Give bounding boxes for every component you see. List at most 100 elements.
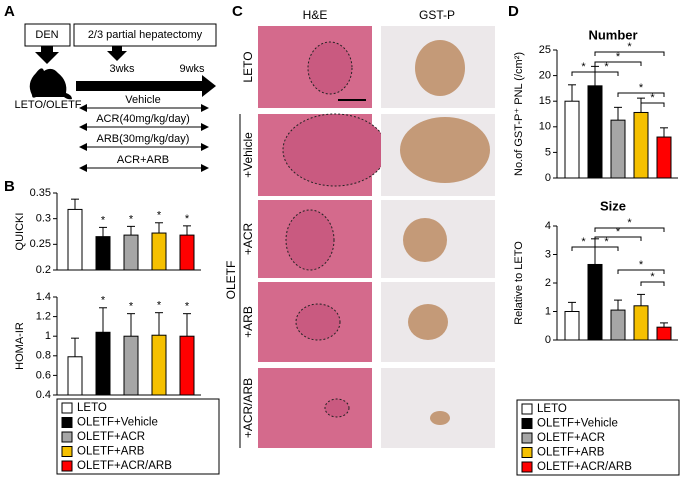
- legend-label: LETO: [77, 402, 107, 414]
- panel-letter: D: [508, 3, 519, 20]
- legend-swatch: [521, 432, 533, 444]
- significance-star: *: [129, 213, 134, 225]
- y-axis-label: HOMA-IR: [14, 322, 26, 370]
- legend-label: OLETF+ACR: [537, 432, 605, 444]
- significance-star: *: [581, 236, 586, 248]
- column-header: H&E: [303, 8, 328, 22]
- y-axis-label: Relative to LETO: [513, 241, 525, 325]
- legend-swatch: [61, 431, 73, 443]
- animals-label: LETO/OLETF: [14, 99, 81, 111]
- bar: [633, 111, 649, 179]
- y-tick-label: 10: [539, 121, 551, 133]
- legend-swatch: [521, 418, 533, 429]
- legend-swatch: [521, 447, 533, 458]
- gstp-focus: [400, 117, 490, 183]
- y-tick-label: 5: [545, 146, 551, 158]
- significance-star: *: [185, 213, 190, 225]
- significance-star: *: [101, 214, 106, 226]
- bar: [587, 263, 603, 341]
- row-label: LETO: [241, 51, 255, 82]
- row-label: +ACR/ARB: [241, 378, 255, 438]
- y-axis-label: No.of GST-P⁺ PNL (/cm²): [513, 52, 525, 176]
- nodule-outline: [285, 209, 335, 271]
- bar: [151, 232, 167, 271]
- bar: [151, 334, 167, 396]
- bar: [123, 335, 139, 396]
- bar: [67, 208, 83, 271]
- timeline-arrow: [76, 75, 216, 97]
- week-label: 3wks: [109, 63, 135, 75]
- treatment-label: ARB(30mg/kg/day): [97, 133, 190, 145]
- row-label: +Vehicle: [241, 132, 255, 178]
- bar: [564, 100, 580, 179]
- significance-bracket: [594, 61, 642, 66]
- legend-label: LETO: [537, 403, 567, 415]
- panel-letter: C: [232, 3, 243, 20]
- significance-star: *: [581, 61, 586, 73]
- gstp-focus: [415, 40, 465, 96]
- significance-star: *: [604, 61, 609, 73]
- significance-bracket: [617, 92, 665, 97]
- gstp-focus: [403, 218, 447, 262]
- significance-bracket: [640, 281, 665, 286]
- he-image: [258, 368, 372, 448]
- legend-swatch: [61, 460, 73, 472]
- legend-box: [516, 399, 680, 476]
- row-label: +ARB: [241, 306, 255, 338]
- treatment-label: ACR+ARB: [117, 154, 169, 166]
- y-tick-label: 0.8: [36, 350, 51, 362]
- significance-star: *: [639, 82, 644, 94]
- legend-label: OLETF+ACR/ARB: [77, 460, 172, 472]
- bar: [610, 119, 626, 179]
- surgery-label: 2/3 partial hepatectomy: [88, 29, 203, 41]
- significance-star: *: [616, 226, 621, 238]
- panel-letter: B: [4, 178, 15, 195]
- y-tick-label: 1.4: [36, 291, 51, 303]
- treatment-label: Vehicle: [125, 94, 160, 106]
- bar: [587, 85, 603, 179]
- y-tick-label: 3: [545, 248, 551, 260]
- y-tick-label: 0.2: [36, 264, 51, 276]
- bar: [564, 311, 580, 341]
- bar: [123, 234, 139, 271]
- y-tick-label: 0.3: [36, 213, 51, 225]
- legend-label: OLETF+ARB: [537, 447, 605, 459]
- significance-star: *: [627, 217, 632, 229]
- nodule-outline: [295, 303, 341, 341]
- legend-swatch: [521, 403, 533, 415]
- row-label: +ACR: [241, 222, 255, 255]
- bar: [656, 136, 672, 179]
- chart-title: Number: [588, 27, 637, 42]
- bar: [610, 309, 626, 341]
- gstp-image: [381, 368, 495, 448]
- legend-label: OLETF+Vehicle: [537, 418, 618, 430]
- legend-label: OLETF+ACR: [77, 431, 145, 443]
- significance-star: *: [639, 259, 644, 271]
- y-tick-label: 0: [545, 334, 551, 346]
- significance-bracket: [594, 71, 619, 76]
- significance-star: *: [650, 271, 655, 283]
- y-tick-label: 4: [545, 220, 551, 232]
- significance-star: *: [157, 300, 162, 312]
- legend-label: OLETF+ARB: [77, 446, 145, 458]
- significance-star: *: [129, 301, 134, 313]
- legend-swatch: [61, 402, 73, 414]
- bar: [179, 234, 195, 271]
- y-tick-label: 25: [539, 44, 551, 56]
- y-tick-label: 15: [539, 95, 551, 107]
- nodule-outline: [282, 113, 388, 187]
- den-label: DEN: [35, 29, 58, 41]
- y-tick-label: 1: [45, 330, 51, 342]
- legend-swatch: [521, 461, 533, 473]
- y-tick-label: 20: [539, 70, 551, 82]
- arrow: [107, 46, 127, 61]
- mouse-icon: [29, 68, 72, 100]
- bar: [656, 326, 672, 341]
- significance-star: *: [604, 236, 609, 248]
- y-tick-label: 0: [545, 172, 551, 184]
- y-tick-label: 1.2: [36, 311, 51, 323]
- significance-bracket: [594, 51, 665, 56]
- legend-box: [56, 398, 220, 475]
- legend-label: OLETF+ACR/ARB: [537, 461, 632, 473]
